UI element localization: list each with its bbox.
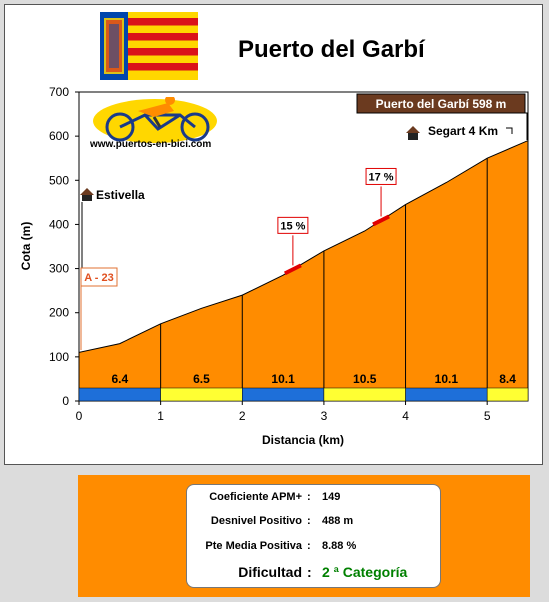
x-tick-label: 2 bbox=[239, 409, 246, 423]
ramp-box-1 bbox=[277, 216, 309, 234]
estivella-label: Estivella bbox=[96, 188, 145, 202]
ramp-mark-1 bbox=[283, 263, 302, 276]
apm-label: Coeficiente APM+ bbox=[209, 491, 302, 503]
segment-bar-4 bbox=[323, 387, 406, 402]
x-tick-label: 1 bbox=[157, 409, 164, 423]
segment-grade-label: 10.1 bbox=[271, 372, 295, 386]
ramp-label-1: 15 % bbox=[280, 220, 305, 232]
segart-arrow bbox=[506, 127, 513, 134]
valencian-flag bbox=[100, 12, 198, 80]
page-title: Puerto del Garbí bbox=[238, 36, 425, 63]
website-label: www.puertos-en-bici.com bbox=[90, 139, 212, 150]
segment-bar-6 bbox=[486, 387, 529, 402]
y-tick-label: 600 bbox=[49, 129, 69, 143]
ramp-mark-2 bbox=[372, 214, 390, 227]
summit-label: Puerto del Garbí 598 m bbox=[376, 97, 507, 111]
segment-bar-1 bbox=[78, 387, 161, 402]
segment-bar-3 bbox=[242, 387, 325, 402]
y-tick-label: 0 bbox=[62, 394, 69, 408]
stats-box: Coeficiente APM+ : 149 Desnivel Positivo… bbox=[186, 484, 441, 588]
dificultad-label: Dificultad bbox=[238, 564, 302, 580]
segment-grade-label: 8.4 bbox=[499, 372, 516, 386]
x-axis-label: Distancia (km) bbox=[262, 433, 344, 447]
road-box bbox=[80, 267, 118, 287]
dificultad-colon: : bbox=[307, 564, 312, 580]
house-icon bbox=[80, 188, 94, 195]
summit-box bbox=[356, 93, 526, 114]
profile-area bbox=[78, 139, 529, 402]
segment-grade-label: 10.5 bbox=[353, 372, 377, 386]
segment-grade-label: 6.4 bbox=[111, 372, 128, 386]
profile-chart: 6.4 6.5 10.1 10.5 10.1 8.4 0 100 200 300 400 500 60… bbox=[19, 85, 529, 447]
house-icon bbox=[406, 126, 420, 133]
house-icon bbox=[82, 195, 92, 201]
desnivel-colon: : bbox=[307, 515, 311, 527]
y-tick-label: 700 bbox=[49, 85, 69, 99]
y-tick-label: 300 bbox=[49, 262, 69, 276]
x-tick-label: 0 bbox=[76, 409, 83, 423]
y-axis-label: Cota (m) bbox=[19, 222, 33, 271]
y-tick-label: 500 bbox=[49, 173, 69, 187]
x-tick-label: 3 bbox=[321, 409, 328, 423]
desnivel-label: Desnivel Positivo bbox=[210, 515, 302, 527]
pendiente-colon: : bbox=[307, 540, 311, 552]
ramp-label-2: 17 % bbox=[369, 171, 394, 183]
house-icon bbox=[408, 133, 418, 140]
apm-value: 149 bbox=[322, 491, 341, 503]
ramp-box-2 bbox=[365, 167, 397, 185]
dificultad-value: 2 ª Categoría bbox=[322, 564, 408, 580]
y-tick-label: 400 bbox=[49, 217, 69, 231]
segment-grade-label: 10.1 bbox=[435, 372, 459, 386]
x-tick-label: 4 bbox=[402, 409, 409, 423]
apm-colon: : bbox=[307, 491, 311, 503]
segment-bar-2 bbox=[160, 387, 243, 402]
desnivel-value: 488 m bbox=[322, 515, 354, 527]
segart-label: Segart 4 Km bbox=[428, 124, 498, 138]
y-tick-label: 200 bbox=[49, 306, 69, 320]
pendiente-value: 8.88 % bbox=[322, 540, 357, 552]
segment-grade-label: 6.5 bbox=[193, 372, 210, 386]
y-tick-label: 100 bbox=[49, 350, 69, 364]
segment-bar-5 bbox=[405, 387, 488, 402]
pendiente-label: Pte Media Positiva bbox=[205, 540, 302, 552]
x-tick-label: 5 bbox=[484, 409, 491, 423]
summit-leader bbox=[524, 112, 528, 140]
road-label: A - 23 bbox=[84, 272, 114, 284]
cyclist-logo bbox=[93, 97, 217, 143]
